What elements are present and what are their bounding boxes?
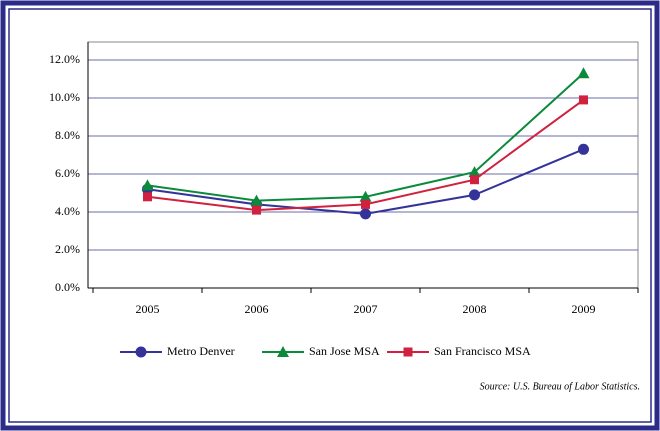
legend-label: Metro Denver [167,344,235,358]
y-tick-label: 12.0% [49,52,80,66]
point [252,205,261,215]
point [578,143,589,155]
point [360,208,371,220]
x-tick-label: 2005 [136,302,160,316]
inner-frame [8,8,652,423]
x-tick-label: 2006 [245,302,269,316]
point [469,189,480,201]
legend-label: San Francisco MSA [434,344,531,358]
legend-label: San Jose MSA [309,344,380,358]
legend-marker [277,346,289,357]
point [361,199,370,209]
x-tick-label: 2009 [572,302,596,316]
point [577,67,590,79]
point [470,175,479,185]
point [250,194,263,206]
point [468,166,481,178]
legend-marker [403,347,413,357]
y-tick-label: 10.0% [49,90,80,104]
point [143,192,152,202]
point [359,190,372,202]
x-tick-label: 2008 [463,302,487,316]
y-tick-label: 0.0% [55,280,80,294]
y-tick-label: 4.0% [55,204,80,218]
point [579,95,588,105]
source-note: Source: U.S. Bureau of Labor Statistics. [480,381,640,392]
y-tick-label: 2.0% [55,242,80,256]
legend-marker [135,346,147,358]
y-tick-label: 6.0% [55,166,80,180]
y-tick-label: 8.0% [55,128,80,142]
plot-frame [87,41,639,289]
point [141,179,154,191]
x-tick-label: 2007 [354,302,378,316]
series-line [147,72,585,202]
